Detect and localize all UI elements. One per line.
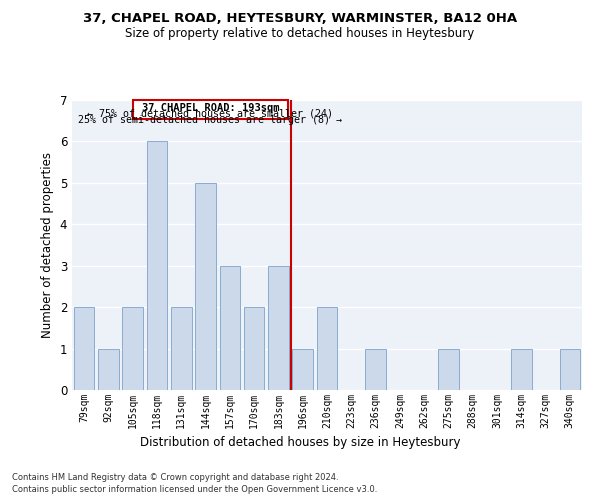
Bar [244,307,265,390]
Text: Contains HM Land Registry data © Crown copyright and database right 2024.: Contains HM Land Registry data © Crown c… [12,474,338,482]
Text: 37, CHAPEL ROAD, HEYTESBURY, WARMINSTER, BA12 0HA: 37, CHAPEL ROAD, HEYTESBURY, WARMINSTER,… [83,12,517,26]
Bar [146,142,167,390]
Bar [511,348,532,390]
Y-axis label: Number of detached properties: Number of detached properties [41,152,54,338]
Bar [220,266,240,390]
Bar [438,348,459,390]
Bar [317,307,337,390]
Bar [560,348,580,390]
Bar [268,266,289,390]
Bar [171,307,191,390]
Bar [292,348,313,390]
Text: 25% of semi-detached houses are larger (8) →: 25% of semi-detached houses are larger (… [79,115,343,125]
Bar [122,307,143,390]
Bar [98,348,119,390]
Bar [365,348,386,390]
Text: ← 75% of detached houses are smaller (24): ← 75% of detached houses are smaller (24… [88,108,334,118]
Text: Distribution of detached houses by size in Heytesbury: Distribution of detached houses by size … [140,436,460,449]
Text: Size of property relative to detached houses in Heytesbury: Size of property relative to detached ho… [125,28,475,40]
Text: Contains public sector information licensed under the Open Government Licence v3: Contains public sector information licen… [12,485,377,494]
Bar [195,183,216,390]
Text: 37 CHAPEL ROAD: 193sqm: 37 CHAPEL ROAD: 193sqm [142,102,279,113]
Bar [74,307,94,390]
